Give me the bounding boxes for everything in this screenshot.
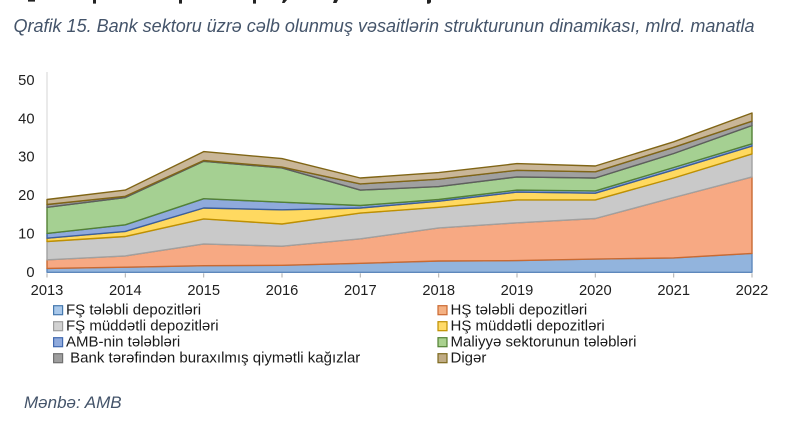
svg-text:0: 0 xyxy=(26,265,34,281)
svg-text:Mənbə: AMB: Mənbə: AMB xyxy=(24,393,122,412)
svg-text:2018: 2018 xyxy=(422,283,455,299)
svg-text:2017: 2017 xyxy=(344,283,377,299)
svg-text:50: 50 xyxy=(18,73,34,89)
svg-text:FŞ müddətli depozitləri: FŞ müddətli depozitləri xyxy=(66,318,219,335)
svg-text:2021: 2021 xyxy=(657,283,690,299)
svg-text:2022: 2022 xyxy=(736,283,769,299)
svg-text:HŞ tələbli depozitləri: HŞ tələbli depozitləri xyxy=(451,302,588,319)
svg-text:2019: 2019 xyxy=(501,283,534,299)
svg-text:2016: 2016 xyxy=(266,283,299,299)
svg-text:Digər: Digər xyxy=(451,350,487,367)
svg-text:2020: 2020 xyxy=(579,283,612,299)
svg-text:30: 30 xyxy=(18,150,34,166)
svg-text:FŞ tələbli depozitləri: FŞ tələbli depozitləri xyxy=(66,302,201,319)
svg-text:10: 10 xyxy=(18,226,34,242)
svg-text:2013: 2013 xyxy=(31,283,64,299)
svg-text:2015: 2015 xyxy=(187,283,220,299)
svg-text:Bank tərəfindən buraxılmış qiy: Bank tərəfindən buraxılmış qiymətli kağı… xyxy=(66,350,360,367)
svg-text:Qrafik 15. Bank sektoru üzrə c: Qrafik 15. Bank sektoru üzrə cəlb olunmu… xyxy=(14,16,755,36)
svg-text:HŞ müddətli depozitləri: HŞ müddətli depozitləri xyxy=(451,318,605,335)
svg-text:Maliyyə sektorunun tələbləri: Maliyyə sektorunun tələbləri xyxy=(451,334,637,351)
svg-text:40: 40 xyxy=(18,111,34,127)
svg-text:2014: 2014 xyxy=(109,283,142,299)
svg-text:AMB-nin tələbləri: AMB-nin tələbləri xyxy=(66,334,180,351)
svg-text:20: 20 xyxy=(18,188,34,204)
